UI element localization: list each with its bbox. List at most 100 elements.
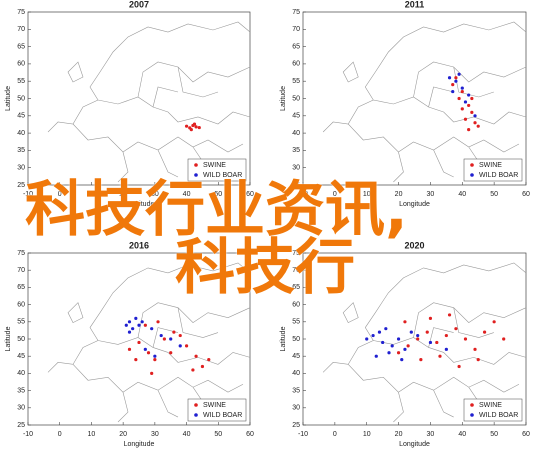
y-tick-label: 70 <box>292 267 300 274</box>
y-tick-label: 55 <box>292 319 300 326</box>
x-tick-label: 30 <box>427 191 435 198</box>
data-point <box>396 351 401 355</box>
data-point <box>134 358 138 362</box>
y-tick-label: 70 <box>17 26 25 33</box>
data-point <box>454 79 458 83</box>
data-point <box>162 337 166 341</box>
y-tick-label: 35 <box>17 147 25 154</box>
legend-marker <box>194 413 198 417</box>
data-point <box>460 86 464 90</box>
y-tick-label: 60 <box>292 61 300 68</box>
y-tick-label: 45 <box>17 113 25 120</box>
data-point <box>447 313 452 317</box>
x-axis-label: Longitude <box>124 201 155 208</box>
y-tick-label: 65 <box>17 43 25 50</box>
legend-label: SWINE <box>203 402 226 409</box>
legend-marker <box>470 163 474 167</box>
legend-label: WILD BOAR <box>203 412 242 419</box>
y-tick-label: 65 <box>17 284 25 291</box>
y-tick-label: 35 <box>292 147 300 154</box>
data-point <box>371 333 375 338</box>
data-point <box>425 330 429 334</box>
chart-title: 2020 <box>404 240 424 250</box>
data-point <box>435 340 439 345</box>
data-point <box>365 337 369 341</box>
data-point <box>131 327 135 331</box>
plot-frame <box>302 11 527 186</box>
data-point <box>463 100 468 104</box>
y-tick-label: 75 <box>17 9 25 16</box>
data-point <box>169 351 173 355</box>
y-tick-label: 55 <box>17 319 25 326</box>
legend-marker <box>470 173 474 177</box>
data-point <box>200 364 205 369</box>
legend-marker <box>470 403 474 407</box>
data-point <box>451 89 455 94</box>
data-point <box>463 117 468 121</box>
data-point <box>460 107 464 111</box>
data-point <box>400 358 404 362</box>
x-tick-label: 60 <box>522 191 530 198</box>
x-tick-label: 60 <box>246 191 254 198</box>
legend-marker <box>470 413 474 417</box>
x-tick-label: -10 <box>23 431 33 438</box>
x-tick-label: 50 <box>214 431 222 438</box>
data-point <box>137 340 141 345</box>
y-tick-label: 30 <box>292 405 300 412</box>
legend-marker <box>194 173 198 177</box>
legend-label: SWINE <box>479 402 502 409</box>
legend-label: WILD BOAR <box>479 412 518 419</box>
y-axis-label: Latitude <box>280 86 287 111</box>
y-tick-label: 45 <box>292 113 300 120</box>
y-tick-label: 60 <box>17 301 25 308</box>
x-tick-label: 0 <box>333 191 337 198</box>
x-tick-label: 20 <box>395 191 403 198</box>
x-tick-label: 60 <box>246 431 254 438</box>
data-point <box>134 316 138 320</box>
data-point <box>403 347 407 351</box>
x-axis-label: Longitude <box>399 201 430 208</box>
overlay-text: 科技行业资讯, <box>25 175 408 245</box>
data-point <box>444 347 448 351</box>
y-tick-label: 25 <box>292 422 300 429</box>
y-axis-label: Latitude <box>5 86 12 111</box>
data-point <box>127 347 132 351</box>
legend <box>187 398 247 422</box>
chart-title: 2011 <box>405 0 425 9</box>
x-tick-label: 30 <box>427 431 435 438</box>
y-tick-label: 55 <box>292 78 300 85</box>
data-point <box>194 125 198 129</box>
y-tick-label: 75 <box>292 9 300 16</box>
x-tick-label: 40 <box>183 431 191 438</box>
y-tick-label: 50 <box>292 95 300 102</box>
data-point <box>377 330 382 334</box>
data-point <box>406 344 410 348</box>
data-point <box>447 76 452 80</box>
data-point <box>137 323 141 327</box>
data-point <box>384 327 388 331</box>
legend-marker <box>194 403 198 407</box>
x-tick-label: 10 <box>88 431 96 438</box>
y-tick-label: 40 <box>292 130 300 137</box>
data-point <box>140 320 144 324</box>
data-point <box>454 327 458 331</box>
data-point <box>473 347 477 351</box>
data-point <box>189 128 193 132</box>
chart-title: 2016 <box>129 240 149 250</box>
chart-title: 2007 <box>129 0 149 9</box>
y-tick-label: 60 <box>292 301 300 308</box>
data-point <box>150 327 154 331</box>
data-point <box>374 354 378 358</box>
data-point <box>444 333 448 338</box>
legend-label: SWINE <box>203 162 226 169</box>
data-point <box>194 354 198 358</box>
x-axis-label: Longitude <box>399 441 430 448</box>
data-point <box>460 89 464 94</box>
x-tick-label: 0 <box>58 191 62 198</box>
data-point <box>207 358 211 362</box>
data-point <box>470 96 474 101</box>
y-tick-label: 50 <box>17 95 25 102</box>
legend <box>463 158 523 182</box>
